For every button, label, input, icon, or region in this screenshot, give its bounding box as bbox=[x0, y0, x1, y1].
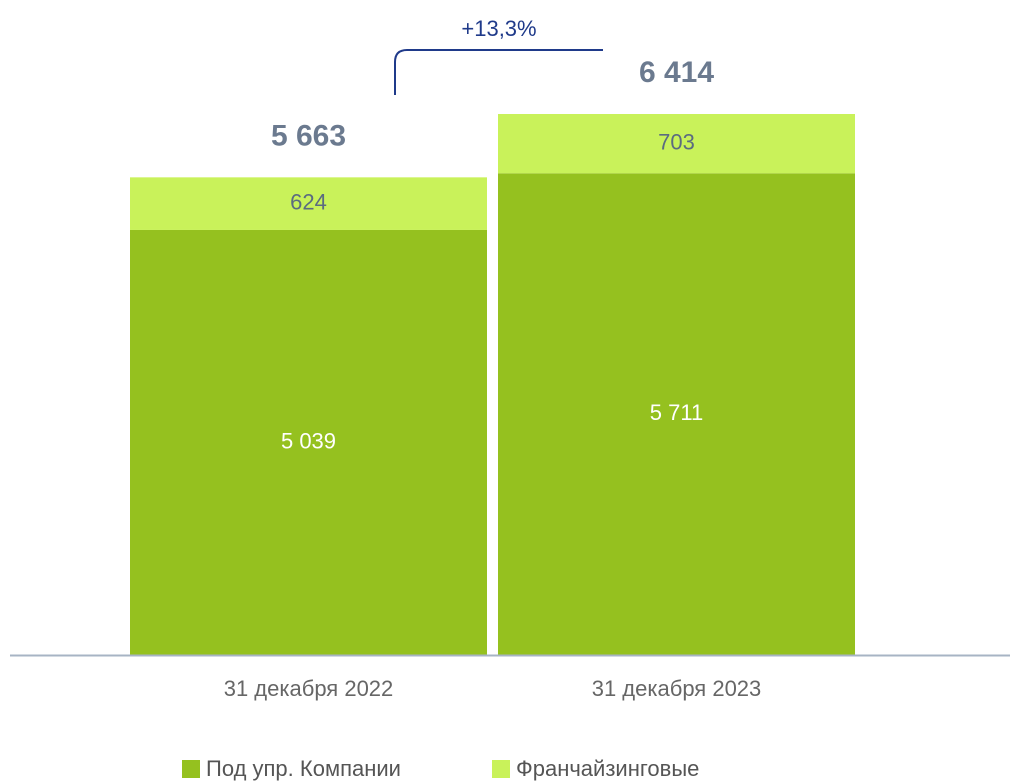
x-tick-label: 31 декабря 2023 bbox=[592, 676, 762, 701]
value-label: 703 bbox=[658, 129, 695, 154]
total-label: 5 663 bbox=[271, 119, 346, 152]
legend-swatch bbox=[492, 760, 510, 778]
legend-label: Франчайзинговые bbox=[516, 756, 699, 781]
growth-bracket bbox=[394, 49, 603, 95]
legend-label: Под упр. Компании bbox=[206, 756, 401, 781]
value-label: 5 039 bbox=[281, 428, 336, 453]
legend-swatch bbox=[182, 760, 200, 778]
bar-segment bbox=[130, 177, 487, 230]
bar-segment bbox=[498, 173, 855, 655]
growth-annotation: +13,3% bbox=[461, 16, 536, 41]
x-tick-label: 31 декабря 2022 bbox=[224, 676, 394, 701]
bar-segment bbox=[130, 229, 487, 655]
value-label: 624 bbox=[290, 189, 327, 214]
bar-segment bbox=[498, 114, 855, 174]
value-label: 5 711 bbox=[650, 400, 703, 425]
total-label: 6 414 bbox=[639, 56, 714, 89]
